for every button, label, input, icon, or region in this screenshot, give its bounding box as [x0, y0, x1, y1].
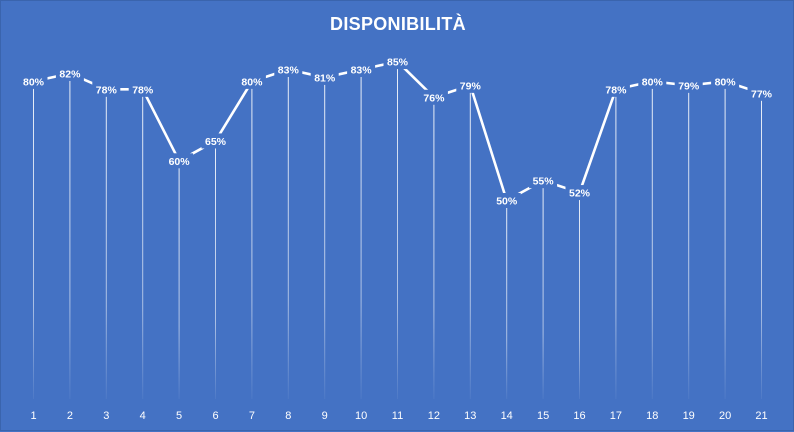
drop-line — [142, 89, 144, 399]
data-label: 55% — [533, 176, 555, 188]
data-label: 80% — [715, 76, 737, 88]
drop-line — [178, 160, 180, 399]
x-tick-label: 13 — [464, 410, 476, 422]
drop-line — [287, 69, 289, 400]
data-label: 80% — [23, 76, 45, 88]
data-label: 81% — [314, 72, 336, 84]
x-tick-label: 14 — [501, 410, 513, 422]
data-label-bg — [674, 77, 703, 93]
drop-line — [105, 89, 107, 399]
drop-line — [506, 200, 508, 399]
data-label-bg — [419, 89, 448, 105]
drop-line — [33, 81, 34, 400]
x-tick-label: 18 — [646, 410, 658, 422]
drop-line — [761, 93, 762, 399]
data-label-bg — [711, 73, 740, 89]
data-label: 82% — [59, 68, 81, 80]
data-label: 78% — [132, 84, 154, 96]
drop-line — [215, 140, 216, 399]
data-label: 80% — [642, 76, 664, 88]
data-label: 77% — [751, 88, 773, 100]
data-label: 76% — [423, 92, 445, 104]
data-label-bg — [237, 73, 266, 89]
data-label: 79% — [678, 80, 700, 92]
drop-line — [615, 89, 617, 399]
data-label-bg — [747, 85, 776, 101]
x-tick-label: 3 — [103, 410, 109, 422]
data-label-bg — [92, 81, 121, 97]
x-tick-label: 1 — [30, 410, 36, 422]
x-tick-label: 16 — [573, 410, 585, 422]
x-tick-label: 9 — [322, 410, 328, 422]
data-label: 83% — [351, 64, 373, 76]
drop-line — [724, 81, 726, 400]
data-label: 80% — [241, 76, 263, 88]
data-label-bg — [383, 54, 412, 70]
data-label-bg — [492, 193, 521, 208]
data-label-bg — [601, 81, 630, 97]
x-tick-label: 19 — [683, 410, 695, 422]
x-tick-label: 17 — [610, 410, 622, 422]
data-label-bg — [19, 73, 48, 89]
data-label-bg — [310, 69, 339, 85]
x-tick-label: 2 — [67, 410, 73, 422]
data-label: 78% — [96, 84, 118, 96]
data-label-bg — [55, 65, 84, 81]
chart-title: DISPONIBILITÀ — [330, 14, 466, 34]
drop-line — [542, 180, 544, 399]
data-label: 85% — [387, 57, 409, 69]
data-label-bg — [529, 173, 558, 189]
x-tick-label: 6 — [212, 410, 218, 422]
data-label-bg — [274, 61, 303, 77]
drop-line — [324, 77, 326, 400]
data-label-bg — [347, 61, 376, 77]
data-label: 83% — [278, 64, 300, 76]
data-label-bg — [201, 133, 230, 149]
drop-line — [69, 73, 71, 400]
data-label-bg — [565, 185, 594, 201]
data-label-bg — [456, 77, 485, 93]
data-label: 50% — [496, 196, 518, 208]
data-label: 65% — [205, 136, 227, 148]
data-label: 79% — [460, 80, 482, 92]
data-label-bg — [128, 81, 157, 97]
drop-line — [579, 192, 580, 399]
data-label: 60% — [169, 156, 191, 168]
drop-line — [251, 81, 253, 400]
x-tick-label: 15 — [537, 410, 549, 422]
drop-line — [688, 85, 690, 400]
drop-line — [397, 61, 398, 400]
x-tick-label: 8 — [285, 410, 291, 422]
x-tick-label: 12 — [428, 410, 440, 422]
drop-line — [433, 97, 435, 399]
data-label: 78% — [605, 84, 627, 96]
x-tick-label: 5 — [176, 410, 182, 422]
drop-line — [469, 85, 471, 400]
x-tick-label: 20 — [719, 410, 731, 422]
x-tick-label: 4 — [140, 410, 146, 422]
drop-line — [360, 69, 362, 400]
data-label-bg — [638, 73, 667, 89]
drop-line — [651, 81, 653, 400]
x-tick-label: 10 — [355, 410, 367, 422]
data-label: 52% — [569, 188, 591, 200]
data-label-bg — [165, 153, 194, 169]
x-tick-label: 11 — [392, 410, 403, 422]
x-tick-label: 7 — [249, 410, 255, 422]
x-tick-label: 21 — [755, 410, 767, 422]
